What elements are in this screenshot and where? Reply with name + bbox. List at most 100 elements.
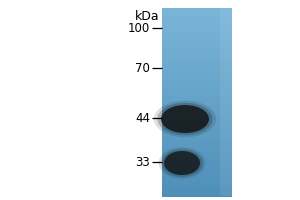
Bar [162,30,232,32]
Bar [162,174,232,176]
Text: 100: 100 [128,21,150,34]
Bar [162,50,232,52]
Bar [162,122,232,124]
Bar [162,85,232,87]
Ellipse shape [164,151,200,175]
Bar [162,149,232,151]
Bar [162,111,232,113]
Bar [162,157,232,159]
Bar [162,28,232,30]
Bar [162,61,232,63]
Bar [162,33,232,35]
Bar [162,41,232,43]
Bar [162,82,232,84]
Bar [162,124,232,126]
Bar [162,27,232,29]
Bar [162,143,232,145]
Bar [162,42,232,45]
Bar [220,8,232,196]
Bar [162,183,232,186]
Bar [162,83,232,85]
Bar [162,74,232,76]
Bar [162,44,232,46]
Bar [162,180,232,182]
Bar [162,136,232,139]
Bar [162,121,232,123]
Bar [162,166,232,168]
Bar [162,22,232,24]
Bar [162,46,232,48]
Bar [162,17,232,19]
Text: 44: 44 [135,112,150,124]
Bar [162,135,232,137]
Bar [162,11,232,13]
Text: kDa: kDa [135,10,160,23]
Bar [162,13,232,15]
Bar [162,172,232,175]
Bar [162,140,232,142]
Bar [162,110,232,112]
Bar [162,119,232,121]
Bar [162,75,232,77]
Bar [162,141,232,143]
Bar [162,152,232,154]
Bar [162,113,232,115]
Bar [162,177,232,179]
Bar [162,182,232,184]
Bar [162,31,232,34]
Bar [162,107,232,109]
Bar [162,102,232,104]
Bar [162,179,232,181]
Bar [162,185,232,187]
Bar [162,91,232,93]
Bar [162,132,232,134]
Bar [162,35,232,37]
Text: 33: 33 [135,156,150,168]
Bar [162,158,232,160]
Bar [162,163,232,165]
Ellipse shape [159,147,206,179]
Ellipse shape [158,103,213,135]
Bar [162,10,232,12]
Bar [162,19,232,21]
Bar [162,108,232,110]
Bar [162,190,232,192]
Bar [162,21,232,23]
Bar [162,155,232,157]
Bar [162,72,232,74]
Bar [162,154,232,156]
Bar [162,176,232,178]
Bar [162,146,232,148]
Bar [162,78,232,81]
Bar [162,24,232,26]
Bar [162,147,232,150]
Bar [162,60,232,62]
Bar [162,165,232,167]
Bar [162,8,232,10]
Bar [162,191,232,193]
Text: 70: 70 [135,62,150,74]
Bar [162,97,232,99]
Bar [162,57,232,59]
Bar [162,162,232,164]
Bar [162,133,232,135]
Bar [162,138,232,140]
Bar [162,66,232,68]
Bar [162,53,232,55]
Bar [162,129,232,131]
Ellipse shape [161,149,203,177]
Bar [162,116,232,118]
Bar [162,63,232,65]
Bar [162,88,232,90]
Bar [162,39,232,41]
Bar [162,127,232,129]
Bar [162,151,232,153]
Bar [162,188,232,190]
Bar [162,99,232,101]
Bar [162,115,232,117]
Bar [162,47,232,49]
Bar [162,169,232,171]
Bar [162,64,232,66]
Bar [162,49,232,51]
Bar [162,38,232,40]
